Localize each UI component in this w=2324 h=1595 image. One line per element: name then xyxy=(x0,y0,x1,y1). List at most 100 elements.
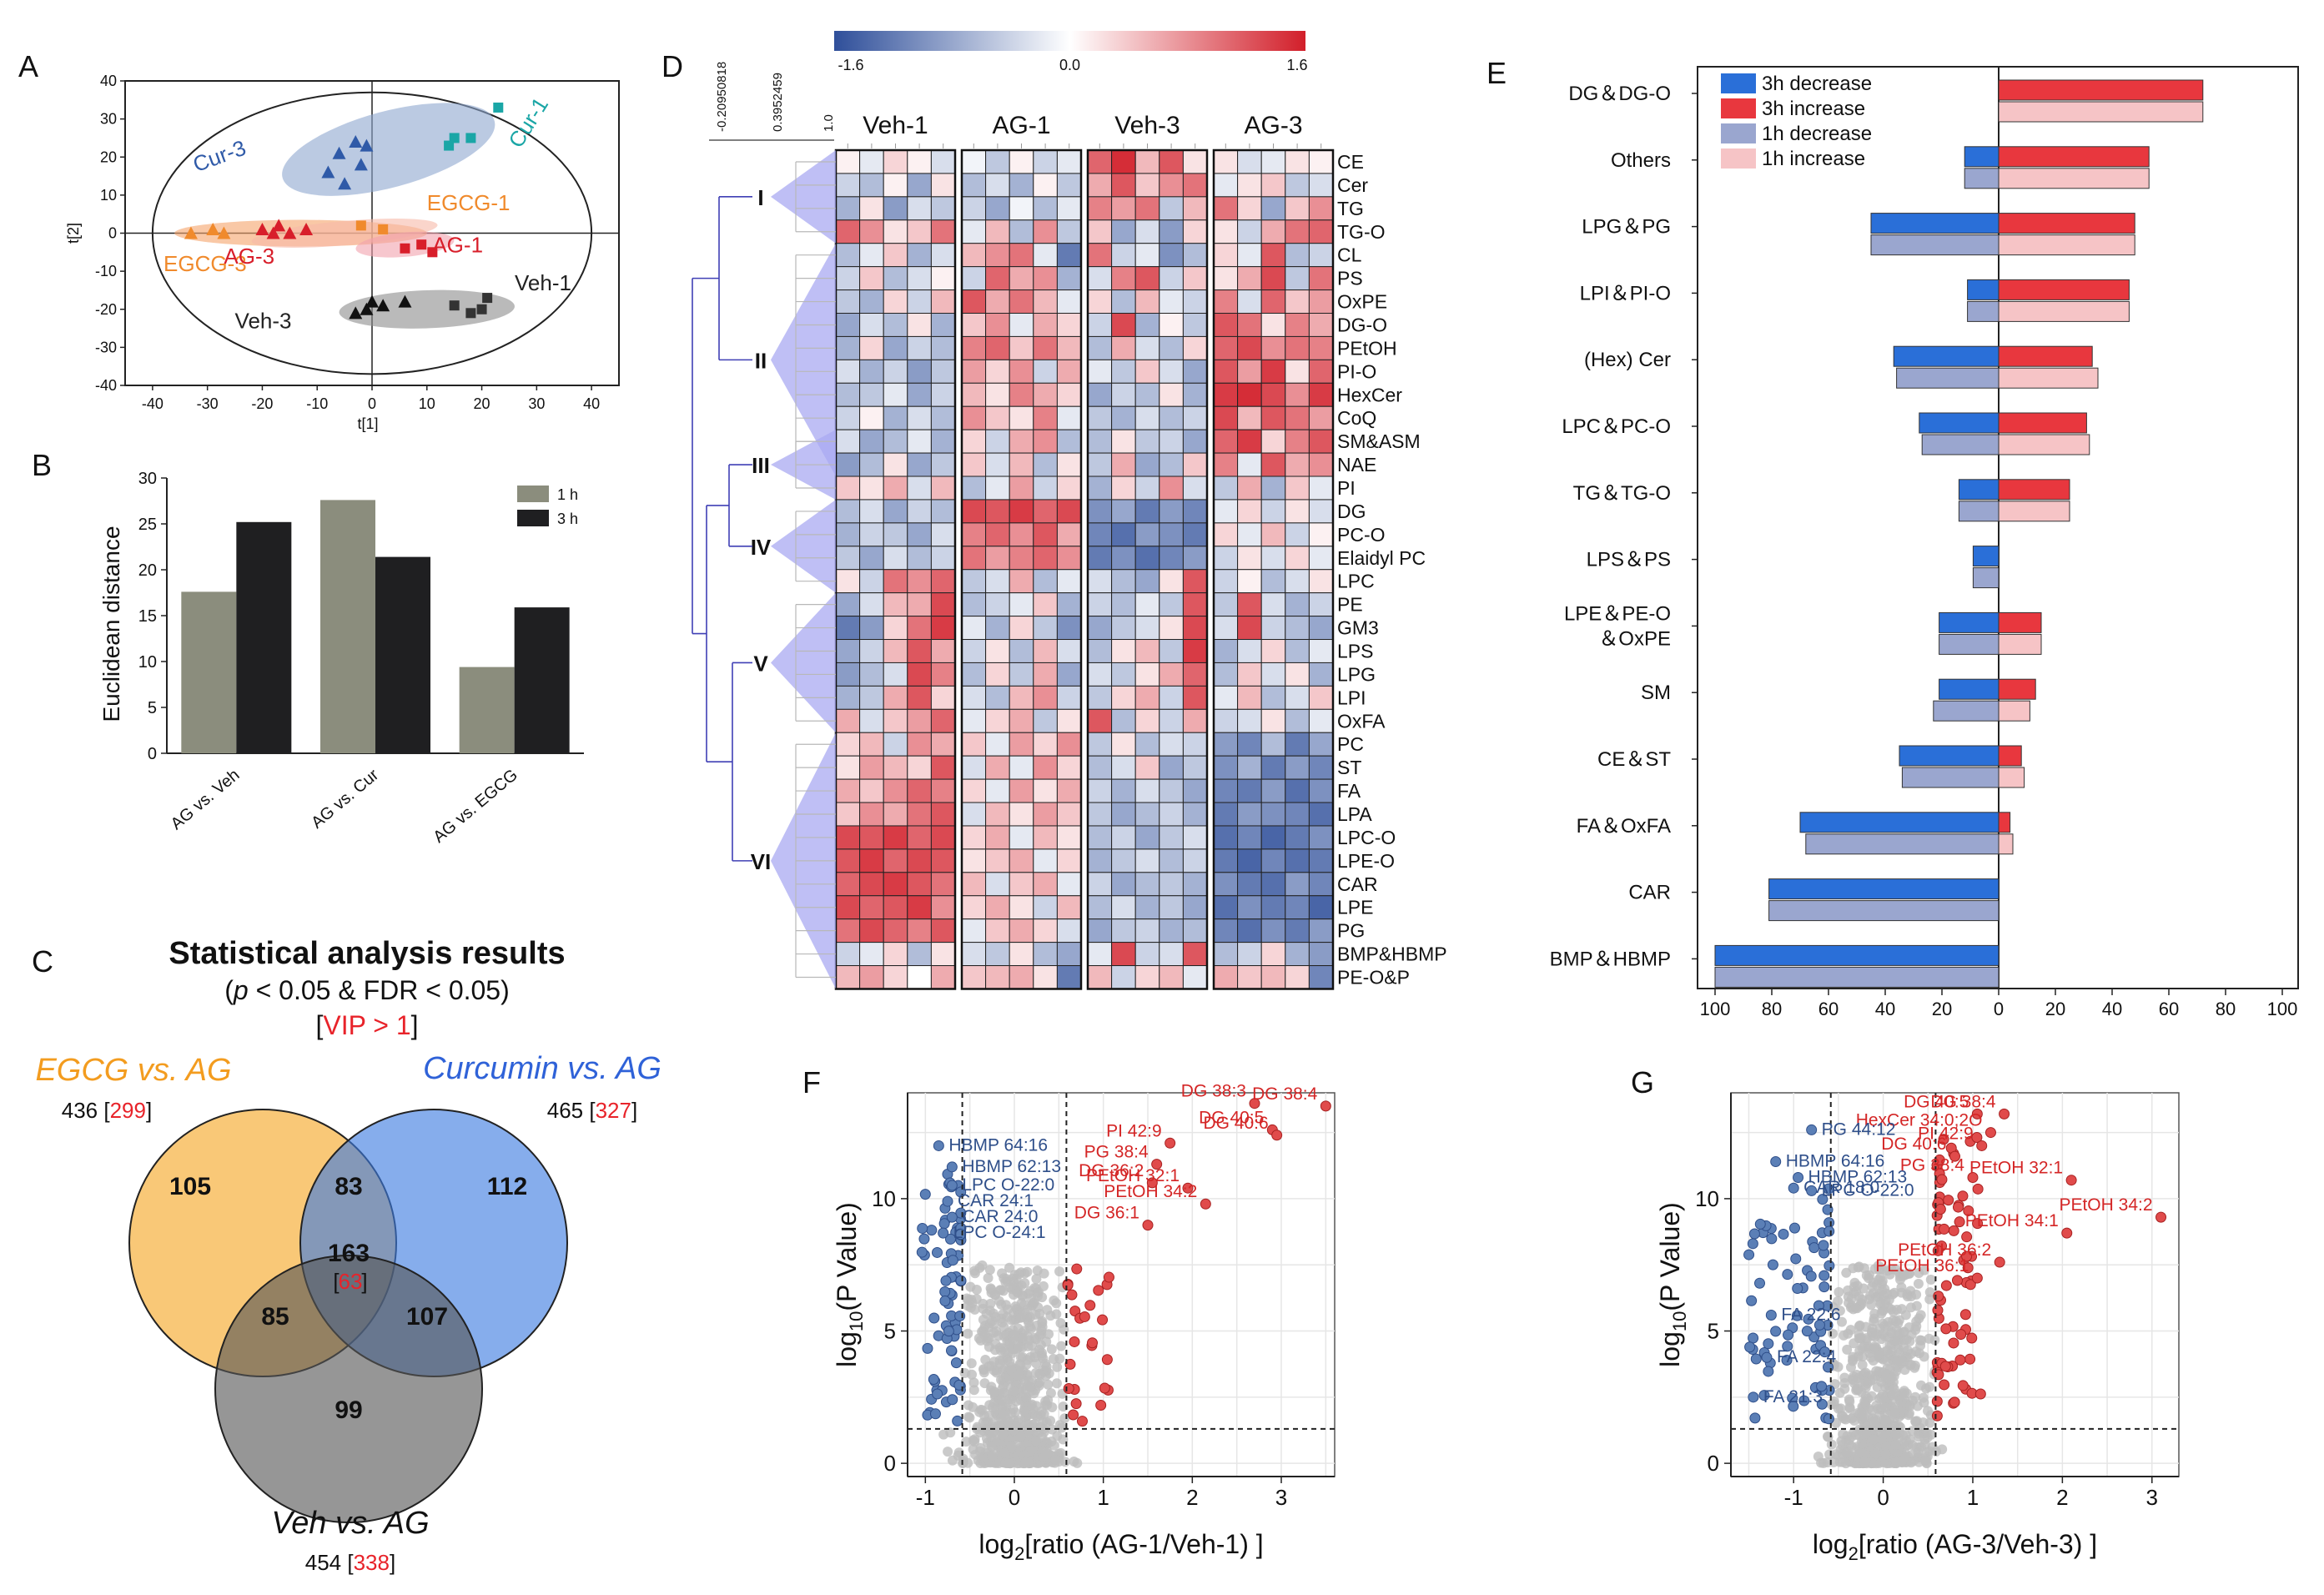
heat-cell xyxy=(1111,872,1136,897)
heat-cell xyxy=(985,243,1010,268)
point-down xyxy=(1813,1319,1825,1331)
heat-cell xyxy=(1260,802,1286,827)
point-veh-3-2 xyxy=(376,299,390,312)
heat-cell xyxy=(961,429,987,454)
heat-cell xyxy=(1260,243,1286,268)
point-ns xyxy=(1055,1317,1066,1328)
venn-subtitle: (p < 0.05 & FDR < 0.05) xyxy=(224,975,510,1005)
row-label-2: TG xyxy=(1337,198,1364,219)
label-up-0: DG 38:3 xyxy=(1181,1082,1246,1101)
heat-cell xyxy=(907,196,932,221)
point-ns xyxy=(1042,1305,1053,1316)
label-up-4: DG 40:6 xyxy=(1881,1135,1946,1154)
point-ns xyxy=(1920,1456,1931,1467)
heat-cell xyxy=(1111,266,1136,291)
heat-cell xyxy=(907,243,932,268)
point-ns xyxy=(1868,1434,1879,1445)
heat-cell xyxy=(1009,359,1034,384)
heat-cell xyxy=(835,825,861,850)
point-up-labeled xyxy=(1271,1130,1283,1141)
heat-cell xyxy=(859,942,884,967)
heat-cell xyxy=(1033,313,1058,337)
heat-cell xyxy=(1285,266,1310,291)
colorbar-mid: 0.0 xyxy=(1059,57,1080,73)
point-ns xyxy=(983,1273,993,1284)
heat-cell xyxy=(907,429,932,454)
heat-cell xyxy=(1308,592,1334,617)
heat-cell xyxy=(1111,452,1136,477)
point-cur-3-5 xyxy=(354,158,368,171)
heat-cell xyxy=(1260,359,1286,384)
heat-cell xyxy=(907,499,932,524)
point-up xyxy=(1957,1380,1969,1391)
heat-cell xyxy=(1237,359,1262,384)
heat-cell xyxy=(961,778,987,803)
heat-cell xyxy=(835,429,861,454)
heat-cell xyxy=(1237,895,1262,920)
point-down xyxy=(1749,1412,1761,1424)
point-down xyxy=(1766,1233,1778,1245)
point-ns xyxy=(1024,1381,1035,1392)
heat-cell xyxy=(985,429,1010,454)
row-label-34: BMP&HBMP xyxy=(1337,943,1447,965)
heat-cell xyxy=(883,732,908,757)
heat-cell xyxy=(1033,918,1058,943)
point-ns xyxy=(993,1421,1004,1431)
point-ns xyxy=(1039,1268,1049,1279)
point-ns xyxy=(1841,1447,1852,1458)
heat-cell xyxy=(1111,289,1136,314)
heat-cell xyxy=(859,895,884,920)
heat-cell xyxy=(1182,266,1208,291)
x-tick-label: 0 xyxy=(368,395,376,412)
heat-cell xyxy=(1237,639,1262,663)
point-ns xyxy=(1824,1449,1835,1460)
point-ns xyxy=(1915,1310,1926,1321)
heat-cell xyxy=(930,313,956,337)
point-ns xyxy=(1911,1301,1922,1311)
heat-cell xyxy=(1182,475,1208,501)
heat-cell xyxy=(1033,895,1058,920)
x-tick-label: 80 xyxy=(1762,999,1782,1019)
point-ns xyxy=(1872,1381,1883,1392)
heat-cell xyxy=(1213,616,1239,641)
row-label-35: PE-O&P xyxy=(1337,967,1410,989)
point-up-labeled xyxy=(1984,1127,1996,1139)
point-ns xyxy=(1014,1269,1024,1280)
point-ns xyxy=(1898,1438,1909,1449)
point-ns xyxy=(1877,1275,1888,1286)
point-up xyxy=(1955,1329,1967,1341)
heat-cell xyxy=(1159,616,1184,641)
category-label-5: LPC＆PC-O xyxy=(1562,415,1671,438)
heat-cell xyxy=(1237,569,1262,594)
heat-cell xyxy=(1159,243,1184,268)
row-label-32: LPE xyxy=(1337,897,1373,918)
heat-cell xyxy=(1260,499,1286,524)
point-up xyxy=(1938,1134,1949,1145)
heat-cell xyxy=(1260,662,1286,687)
heat-cell xyxy=(1237,149,1262,174)
bar-1h-increase-0 xyxy=(1998,101,2204,123)
point-down xyxy=(955,1186,967,1198)
bar-3h-increase-2 xyxy=(1998,213,2135,234)
heat-cell xyxy=(1213,429,1239,454)
row-label-20: GM3 xyxy=(1337,617,1379,639)
x-tick-label: 1 xyxy=(1967,1485,1979,1510)
heat-cell xyxy=(907,942,932,967)
x-tick-label: 0 xyxy=(1009,1485,1020,1510)
heat-cell xyxy=(1237,475,1262,501)
point-down xyxy=(946,1345,958,1356)
heat-cell xyxy=(930,405,956,430)
heat-cell xyxy=(1033,546,1058,571)
heat-cell xyxy=(1308,848,1334,873)
point-up xyxy=(1931,1396,1943,1407)
y-tick-label: 5 xyxy=(884,1319,896,1344)
heat-cell xyxy=(1213,918,1239,943)
point-up xyxy=(1954,1216,1965,1228)
point-up xyxy=(1972,1218,1984,1230)
bar-1h-decrease-8 xyxy=(1939,633,2000,655)
heat-cell xyxy=(883,872,908,897)
heat-cell xyxy=(907,732,932,757)
bar-1h-decrease-13 xyxy=(1714,966,2000,988)
heat-cell xyxy=(1009,895,1034,920)
heat-cell xyxy=(1308,522,1334,547)
